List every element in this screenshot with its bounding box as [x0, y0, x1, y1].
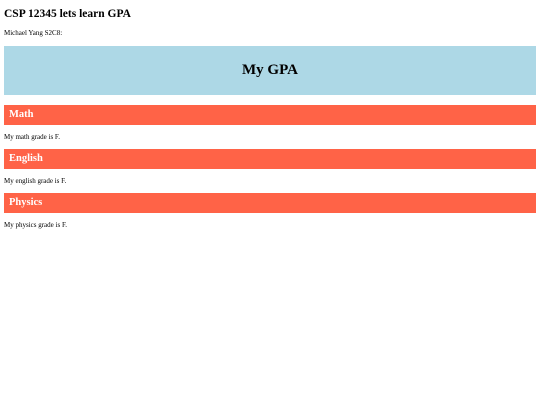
page: CSP 12345 lets learn GPA Michael Yang S2… [4, 8, 536, 230]
subject-title-math: Math [9, 109, 34, 120]
gpa-banner: My GPA [4, 46, 536, 95]
subject-text-math: My math grade is F. [4, 133, 61, 141]
page-title: CSP 12345 lets learn GPA [4, 8, 131, 20]
subject-header-english: English [4, 149, 536, 169]
subject-title-physics: Physics [9, 197, 43, 208]
author-line: Michael Yang S2C8: [4, 29, 63, 37]
subject-header-physics: Physics [4, 193, 536, 213]
subject-text-physics: My physics grade is F. [4, 221, 68, 229]
gpa-banner-title: My GPA [242, 62, 298, 78]
subject-title-english: English [9, 153, 43, 164]
subject-section-physics: Physics My physics grade is F. [4, 193, 536, 230]
subject-header-math: Math [4, 105, 536, 125]
subject-text-english: My english grade is F. [4, 177, 67, 185]
subject-section-english: English My english grade is F. [4, 149, 536, 186]
subject-section-math: Math My math grade is F. [4, 105, 536, 142]
